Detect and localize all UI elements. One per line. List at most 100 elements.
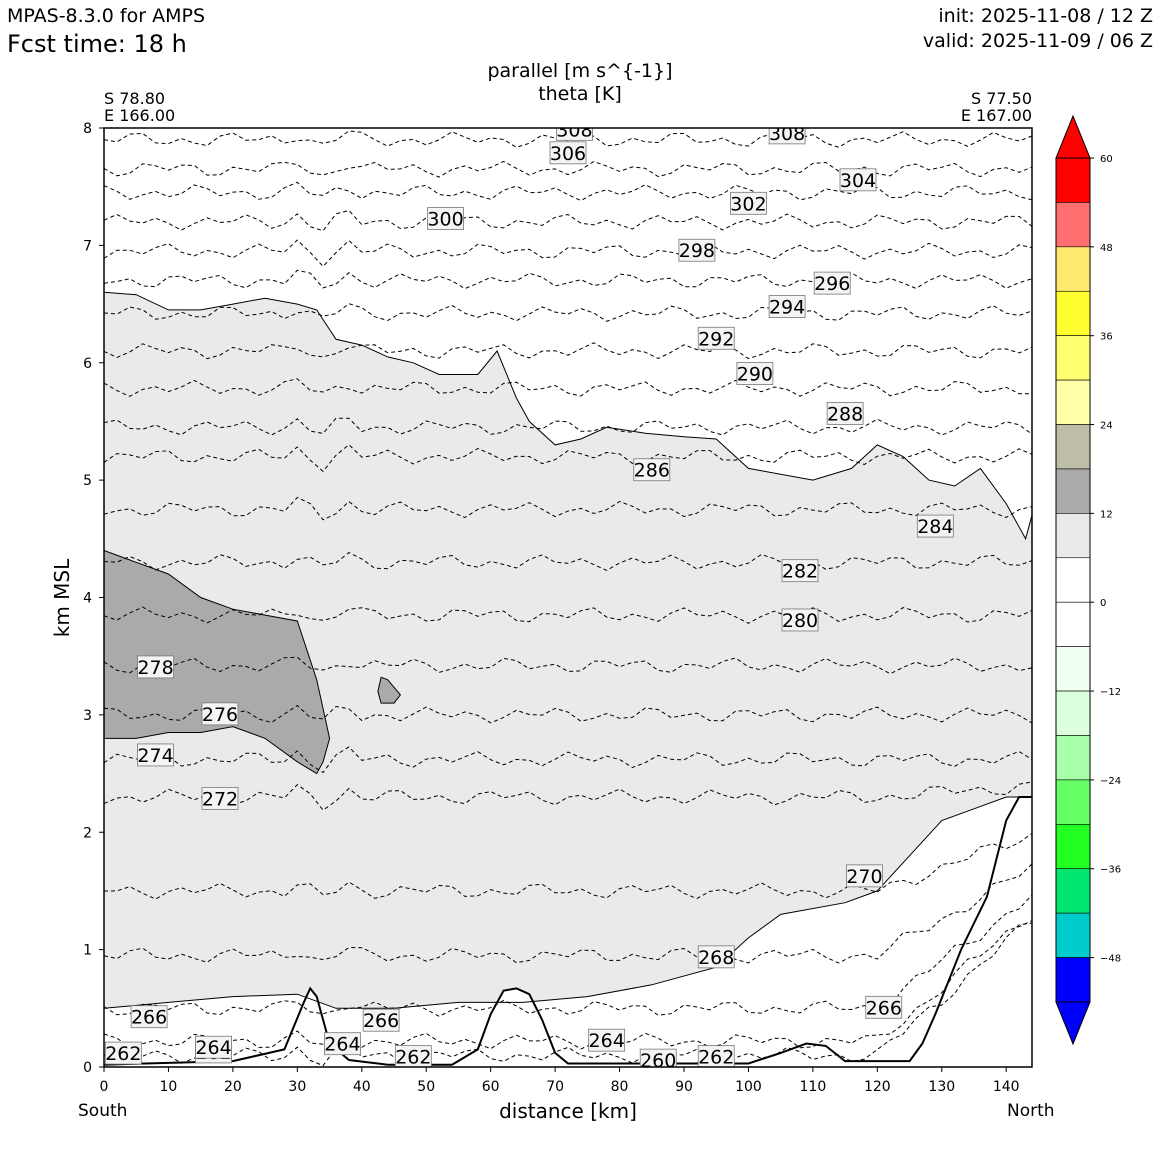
- theta-label-308: 308: [768, 123, 806, 145]
- theta-label-300: 300: [427, 207, 464, 231]
- theta-label-box: [201, 702, 239, 726]
- theta-label-text: 288: [827, 403, 863, 425]
- theta-label-text: 266: [363, 1010, 399, 1032]
- theta-label-text: 268: [698, 947, 734, 969]
- theta-label-box: [813, 271, 851, 295]
- x-tick-label: 30: [288, 1079, 306, 1095]
- theta-label-260: 260: [639, 1048, 677, 1072]
- theta-label-box: [781, 608, 819, 632]
- isentrope-284: [104, 496, 1032, 521]
- theta-label-box: [394, 1045, 432, 1067]
- colorbar-band: [1055, 157, 1091, 203]
- theta-label-278: 278: [137, 655, 174, 679]
- colorbar-band: [1055, 690, 1091, 736]
- theta-label-text: 292: [698, 328, 734, 350]
- init-time: init: 2025-11-08 / 12 Z: [938, 5, 1153, 27]
- theta-label-box: [639, 1048, 677, 1067]
- x-axis-label: distance [km]: [499, 1099, 637, 1123]
- theta-label-266: 266: [865, 995, 903, 1019]
- theta-label-text: 290: [737, 363, 773, 385]
- theta-label-text: 264: [195, 1037, 231, 1059]
- y-tick-label: 1: [83, 943, 92, 959]
- theta-label-262: 262: [697, 1045, 735, 1069]
- isentrope-282: [104, 552, 1032, 571]
- theta-label-box: [137, 655, 174, 679]
- colorbar-band: [1055, 513, 1091, 559]
- theta-label-box: [678, 238, 716, 262]
- colorbar-tick-label: −48: [1100, 954, 1121, 965]
- colorbar-band: [1055, 735, 1091, 781]
- theta-label-box: [556, 128, 593, 141]
- theta-label-box: [195, 1035, 232, 1059]
- theta-label-text: 284: [917, 516, 953, 538]
- colorbar-band: [1055, 912, 1091, 958]
- colorbar-tick-label: 48: [1100, 243, 1113, 254]
- theta-label-box: [839, 168, 877, 192]
- theta-label-268: 268: [697, 945, 735, 969]
- isentrope-286: [104, 444, 1032, 473]
- x-tick-label: 70: [546, 1079, 564, 1095]
- colorbar-band: [1055, 824, 1091, 870]
- theta-label-282: 282: [781, 559, 819, 583]
- isentrope-280: [104, 606, 1032, 624]
- isentrope-270: [104, 832, 1032, 900]
- theta-label-text: 296: [814, 273, 850, 295]
- isentrope-292: [104, 342, 1032, 360]
- right-end-lat: S 77.50: [970, 89, 1032, 108]
- x-tick-label: 90: [675, 1079, 693, 1095]
- theta-label-text: 264: [324, 1034, 360, 1056]
- theta-label-box: [768, 128, 806, 145]
- theta-label-308: 308: [556, 128, 593, 141]
- theta-label-text: 262: [698, 1047, 734, 1069]
- colorbar-band: [1055, 557, 1091, 603]
- isentrope-268: [104, 863, 1032, 964]
- isentrope-300: [104, 209, 1032, 232]
- colorbar-band: [1055, 779, 1091, 825]
- y-tick-label: 6: [83, 356, 92, 372]
- x-tick-label: 110: [800, 1079, 827, 1095]
- chart-subtitle: theta [K]: [538, 83, 622, 105]
- theta-label-box: [362, 1008, 400, 1032]
- theta-label-text: 294: [769, 297, 805, 319]
- shade-mid-region: [104, 549, 331, 775]
- theta-label-298: 298: [678, 238, 716, 262]
- terrain-line: [104, 796, 1032, 1066]
- isentrope-276: [104, 704, 1032, 724]
- y-tick-label: 3: [83, 708, 92, 724]
- x-tick-label: 120: [864, 1079, 891, 1095]
- theta-label-text: 262: [395, 1047, 431, 1069]
- theta-label-302: 302: [730, 191, 767, 215]
- theta-label-292: 292: [697, 326, 735, 350]
- theta-label-274: 274: [137, 743, 174, 767]
- x-tick-label: 10: [160, 1079, 178, 1095]
- isentrope-278: [104, 656, 1032, 675]
- theta-label-text: 286: [634, 460, 670, 482]
- theta-label-264: 264: [588, 1028, 626, 1052]
- colorbar-tick-label: 36: [1100, 332, 1113, 343]
- theta-label-286: 286: [633, 458, 671, 482]
- theta-label-box: [588, 1028, 626, 1052]
- colorbar-band: [1055, 202, 1091, 248]
- colorbar: 60 48 36 24 12 0 −12 −24 −36 −48: [1055, 114, 1121, 1046]
- theta-label-306: 306: [549, 141, 587, 165]
- theta-label-text: 260: [640, 1050, 676, 1072]
- theta-label-box: [104, 1041, 142, 1065]
- theta-label-276: 276: [201, 702, 239, 726]
- theta-label-text: 278: [137, 657, 173, 679]
- theta-label-text: 274: [137, 745, 173, 767]
- theta-label-266: 266: [362, 1008, 400, 1032]
- colorbar-band: [1055, 601, 1091, 647]
- colorbar-over-arrow: [1055, 114, 1091, 159]
- colorbar-band: [1055, 424, 1091, 470]
- theta-label-294: 294: [768, 295, 806, 319]
- theta-label-text: 262: [105, 1043, 141, 1065]
- theta-label-text: 276: [202, 704, 238, 726]
- theta-label-304: 304: [839, 168, 877, 192]
- x-tick-label: 0: [100, 1079, 109, 1095]
- colorbar-tick-label: 0: [1100, 598, 1106, 609]
- colorbar-band: [1055, 379, 1091, 425]
- theta-label-text: 308: [769, 123, 805, 145]
- theta-label-box: [633, 458, 671, 482]
- theta-label-text: 264: [589, 1030, 625, 1052]
